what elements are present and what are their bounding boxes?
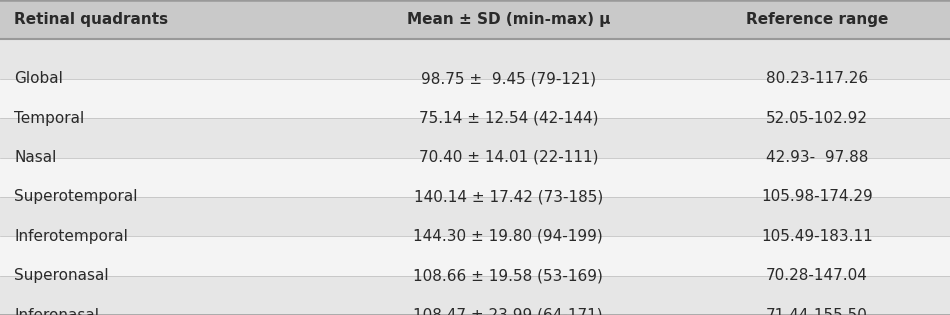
Text: 140.14 ± 17.42 (73-185): 140.14 ± 17.42 (73-185) [413,189,603,204]
Bar [0,118,950,158]
Bar [0,158,950,197]
Text: 42.93-  97.88: 42.93- 97.88 [766,150,868,165]
Text: 108.47 ± 23.99 (64-171): 108.47 ± 23.99 (64-171) [413,307,603,315]
Text: Superotemporal: Superotemporal [14,189,138,204]
Text: 70.28-147.04: 70.28-147.04 [766,268,868,283]
Text: 75.14 ± 12.54 (42-144): 75.14 ± 12.54 (42-144) [419,111,598,126]
Text: Inferotemporal: Inferotemporal [14,229,128,244]
Text: Superonasal: Superonasal [14,268,109,283]
Text: 144.30 ± 19.80 (94-199): 144.30 ± 19.80 (94-199) [413,229,603,244]
Text: 52.05-102.92: 52.05-102.92 [766,111,868,126]
Bar [0,236,950,276]
Text: 70.40 ± 14.01 (22-111): 70.40 ± 14.01 (22-111) [419,150,598,165]
Text: Global: Global [14,71,63,86]
Bar [0,39,950,79]
Text: 108.66 ± 19.58 (53-169): 108.66 ± 19.58 (53-169) [413,268,603,283]
Text: Reference range: Reference range [746,12,888,27]
Text: 98.75 ±  9.45 (79-121): 98.75 ± 9.45 (79-121) [421,71,596,86]
Text: Mean ± SD (min-max) μ: Mean ± SD (min-max) μ [407,12,610,27]
Text: Nasal: Nasal [14,150,57,165]
Bar [0,197,950,236]
Text: 80.23-117.26: 80.23-117.26 [766,71,868,86]
Bar [0,0,950,39]
Text: 71.44-155.50: 71.44-155.50 [766,307,868,315]
Text: 105.49-183.11: 105.49-183.11 [761,229,873,244]
Bar [0,276,950,315]
Text: Inferonasal: Inferonasal [14,307,99,315]
Text: Retinal quadrants: Retinal quadrants [14,12,168,27]
Text: Temporal: Temporal [14,111,85,126]
Text: 105.98-174.29: 105.98-174.29 [761,189,873,204]
Bar [0,79,950,118]
